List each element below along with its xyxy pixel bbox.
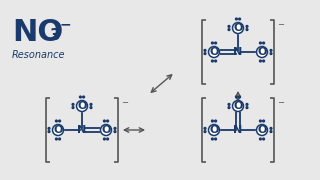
Text: O: O (209, 125, 219, 135)
Circle shape (209, 46, 220, 57)
Circle shape (48, 131, 50, 132)
Circle shape (263, 42, 265, 44)
Circle shape (90, 107, 92, 109)
Circle shape (204, 50, 206, 51)
Circle shape (246, 107, 248, 109)
Circle shape (239, 96, 241, 98)
Circle shape (79, 96, 81, 98)
Circle shape (270, 131, 272, 132)
Circle shape (260, 138, 261, 140)
Text: O: O (257, 125, 267, 135)
Circle shape (260, 120, 261, 122)
Text: Resonance: Resonance (12, 50, 66, 60)
Circle shape (59, 120, 60, 122)
Text: −: − (60, 17, 72, 31)
Circle shape (228, 26, 230, 27)
Circle shape (212, 60, 213, 62)
Circle shape (215, 42, 217, 44)
Text: N: N (77, 125, 87, 135)
Circle shape (72, 107, 74, 109)
Circle shape (270, 127, 272, 129)
Circle shape (83, 96, 84, 98)
Text: O: O (77, 101, 87, 111)
Circle shape (114, 127, 116, 129)
Circle shape (260, 42, 261, 44)
Circle shape (90, 103, 92, 105)
Circle shape (204, 53, 206, 55)
Circle shape (212, 120, 213, 122)
Text: NO: NO (12, 18, 63, 47)
Circle shape (107, 120, 108, 122)
Text: N: N (233, 47, 243, 57)
Circle shape (114, 131, 116, 132)
Circle shape (239, 18, 241, 20)
Text: 3: 3 (50, 28, 60, 43)
Circle shape (100, 125, 111, 136)
Circle shape (270, 53, 272, 55)
Circle shape (246, 103, 248, 105)
Circle shape (263, 120, 265, 122)
Circle shape (204, 127, 206, 129)
Circle shape (270, 50, 272, 51)
Circle shape (233, 100, 244, 111)
Circle shape (209, 125, 220, 136)
Circle shape (228, 103, 230, 105)
Circle shape (215, 138, 217, 140)
Text: −: − (277, 98, 284, 107)
Circle shape (72, 103, 74, 105)
Circle shape (228, 107, 230, 109)
Text: −: − (277, 20, 284, 29)
Circle shape (55, 138, 57, 140)
Circle shape (48, 127, 50, 129)
Circle shape (263, 138, 265, 140)
Text: O: O (53, 125, 63, 135)
Circle shape (59, 138, 60, 140)
Circle shape (55, 120, 57, 122)
Circle shape (212, 138, 213, 140)
Circle shape (215, 60, 217, 62)
Text: O: O (257, 47, 267, 57)
Circle shape (52, 125, 63, 136)
Circle shape (212, 42, 213, 44)
Circle shape (107, 138, 108, 140)
Circle shape (260, 60, 261, 62)
Circle shape (103, 138, 105, 140)
Circle shape (257, 125, 268, 136)
Circle shape (233, 22, 244, 33)
Circle shape (103, 120, 105, 122)
Text: O: O (233, 23, 243, 33)
Circle shape (76, 100, 87, 111)
Text: O: O (209, 47, 219, 57)
Circle shape (246, 29, 248, 30)
Text: N: N (233, 125, 243, 135)
Text: O: O (233, 101, 243, 111)
Text: −: − (121, 98, 128, 107)
Circle shape (204, 131, 206, 132)
Circle shape (228, 29, 230, 30)
Circle shape (263, 60, 265, 62)
Circle shape (236, 96, 237, 98)
Circle shape (236, 18, 237, 20)
Circle shape (246, 26, 248, 27)
Text: O: O (101, 125, 111, 135)
Circle shape (257, 46, 268, 57)
Circle shape (215, 120, 217, 122)
